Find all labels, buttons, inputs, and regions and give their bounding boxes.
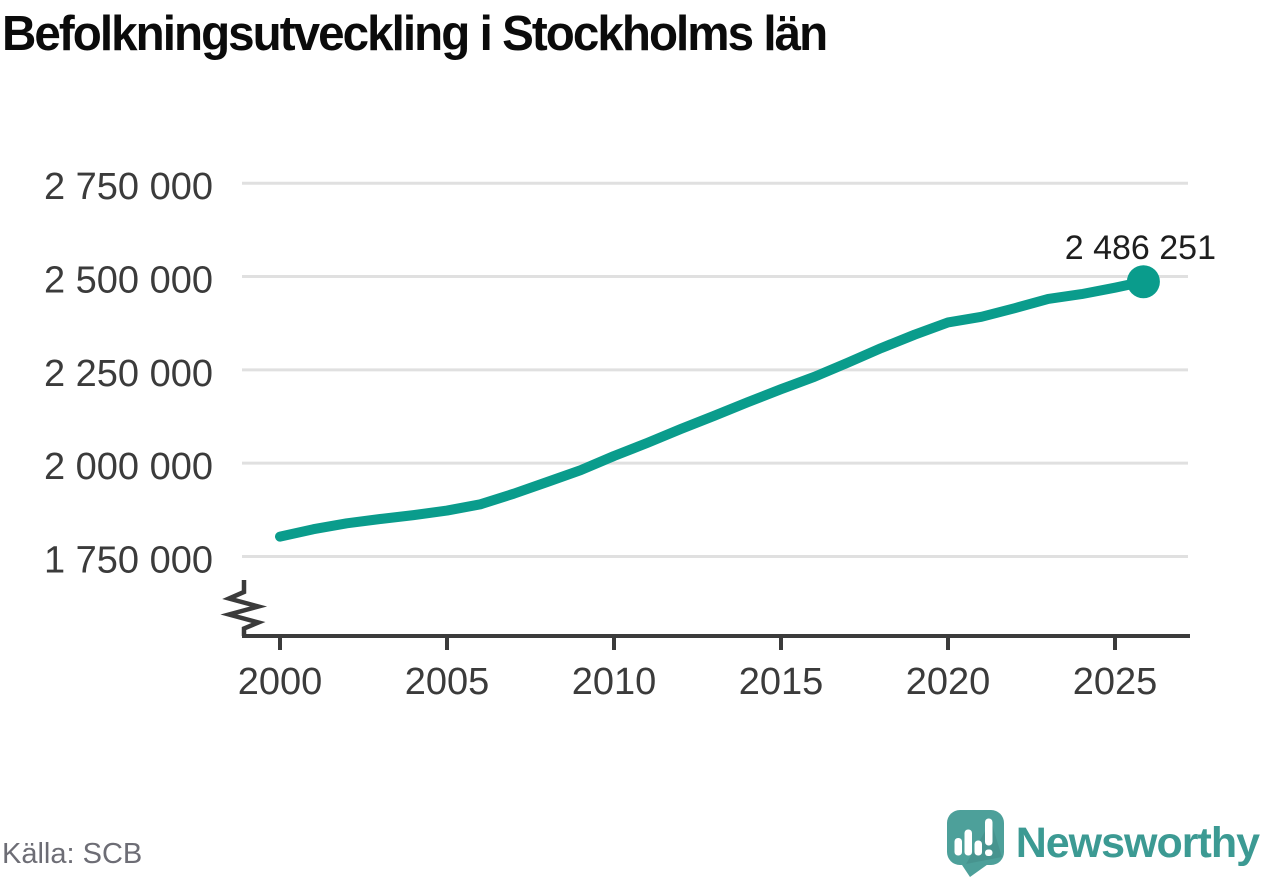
y-axis-tick-label: 1 750 000 [44,540,213,582]
x-axis-tick-label: 2010 [572,661,657,703]
x-axis-tick-label: 2000 [238,661,323,703]
newsworthy-brand: Newsworthy [946,808,1260,879]
y-axis-tick-label: 2 500 000 [44,260,213,302]
last-point-dot [1126,265,1160,299]
population-line-chart: 1 750 000 2 000 000 2 250 000 2 500 000 2 75… [44,166,1216,703]
source-note: Källa: SCB [2,838,143,870]
newsworthy-logo-icon [946,810,1004,877]
newsworthy-brand-name: Newsworthy [1015,819,1260,867]
bar-chart-exclamation-glyph [954,818,993,856]
x-axis-tick-label: 2005 [405,661,490,703]
y-axis-tick-label: 2 750 000 [44,166,213,208]
gridlines [242,181,1188,558]
chart-title: Befolkningsutveckling i Stockholms län [2,7,828,61]
x-axis-tick-label: 2015 [739,661,824,703]
last-value-label: 2 486 251 [1065,229,1216,267]
y-axis-tick-label: 2 000 000 [44,446,213,488]
y-axis-tick-label: 2 250 000 [44,353,213,395]
x-axis-tick-label: 2025 [1073,661,1158,703]
y-axis-tick-labels: 1 750 000 2 000 000 2 250 000 2 500 000 2 75… [44,166,213,581]
population-line [275,276,1149,542]
x-axis-tick-label: 2020 [906,661,991,703]
y-axis-break-icon [220,580,268,636]
x-axis-tick-labels: 2000 2005 2010 2015 2020 2025 [238,661,1158,703]
x-axis-tick-marks [278,638,1117,650]
